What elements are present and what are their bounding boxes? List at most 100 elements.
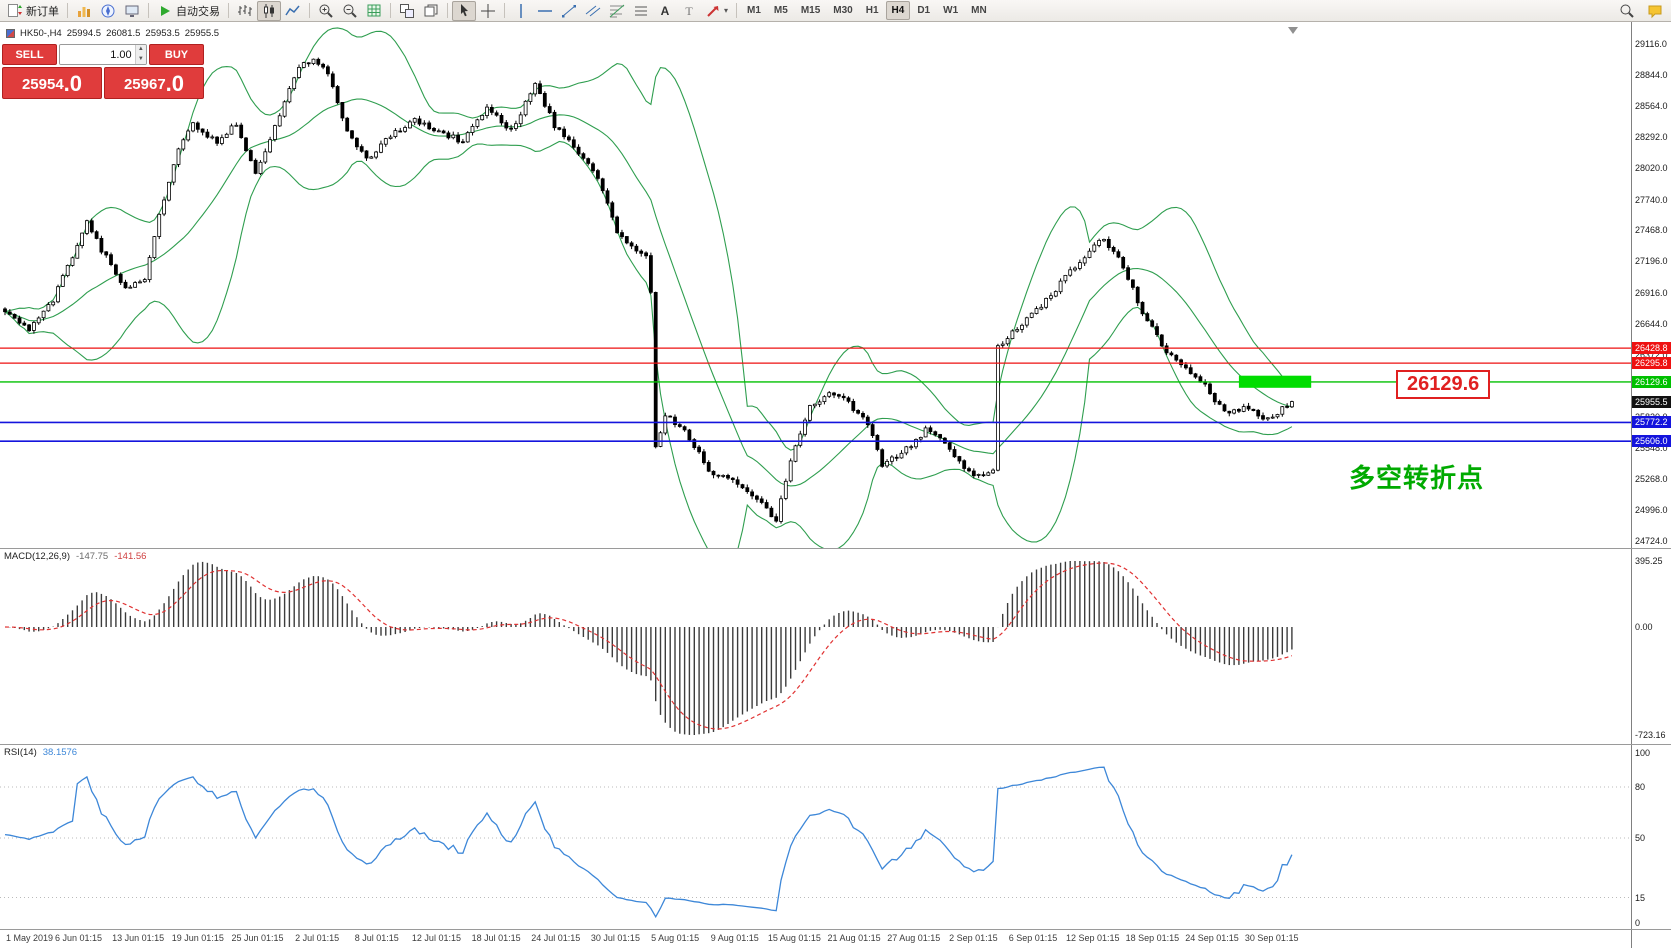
time-axis-label: 24 Sep 01:15 — [1185, 933, 1239, 943]
rsi-value: 38.1576 — [42, 747, 78, 758]
symbol-name: HK50-,H4 — [20, 28, 62, 39]
bar-chart-button[interactable] — [233, 1, 257, 21]
axis-price-label: 24996.0 — [1635, 505, 1668, 516]
autotrading-button[interactable]: 自动交易 — [153, 1, 224, 21]
axis-price-label: -723.16 — [1635, 730, 1666, 740]
market-watch-button[interactable] — [72, 1, 96, 21]
time-axis-label: 12 Jul 01:15 — [411, 933, 461, 943]
axis-price-label: 15 — [1635, 892, 1646, 903]
time-axis[interactable]: 1 May 2019 6 Jun 01:15 13 Jun 01:15 19 Jun … — [0, 930, 1631, 948]
symbol-ohlc-header: HK50-,H4 25994.5 26081.5 25953.5 25955.5 — [6, 28, 219, 39]
time-axis-label: 2 Sep 01:15 — [949, 933, 998, 943]
line-chart-button[interactable] — [281, 1, 305, 21]
panel-separator[interactable] — [0, 744, 1671, 745]
candlestick-chart-icon — [261, 3, 277, 19]
macd-signal-value: -141.56 — [114, 551, 147, 562]
axis-price-label: 100 — [1635, 748, 1651, 758]
trendline-button[interactable] — [557, 1, 581, 21]
text-label-button[interactable]: T — [677, 1, 701, 21]
timeframe-button-h4[interactable]: H4 — [885, 1, 911, 20]
rsi-panel[interactable] — [0, 745, 1631, 929]
axis-price-label: 27468.0 — [1635, 225, 1668, 236]
svg-text:A: A — [661, 4, 670, 18]
time-axis-label: 18 Sep 01:15 — [1125, 933, 1180, 943]
search-button[interactable] — [1615, 1, 1639, 21]
buy-button[interactable]: BUY — [149, 44, 204, 65]
time-axis-label: 12 Sep 01:15 — [1065, 933, 1120, 943]
vertical-line-icon — [513, 3, 529, 19]
time-axis-label: 2 Jul 01:15 — [295, 933, 340, 943]
timeframe-button-d1[interactable]: D1 — [917, 5, 931, 16]
crosshair-button[interactable] — [476, 1, 500, 21]
time-axis-label: 15 Aug 01:15 — [767, 933, 821, 943]
terminal-button[interactable] — [120, 1, 144, 21]
tile-windows-button[interactable] — [395, 1, 419, 21]
horizontal-line-button[interactable] — [533, 1, 557, 21]
navigator-button[interactable] — [96, 1, 120, 21]
vertical-line-button[interactable] — [509, 1, 533, 21]
terminal-icon — [124, 3, 140, 19]
zoom-in-button[interactable] — [314, 1, 338, 21]
time-axis-label: 19 Jun 01:15 — [171, 933, 224, 943]
macd-panel[interactable] — [0, 549, 1631, 744]
timeframe-button-h1[interactable]: H1 — [865, 5, 879, 16]
autotrading-label: 自动交易 — [176, 5, 220, 18]
price-axis[interactable]: 29116.0 28844.0 28564.0 28292.0 28020.0 27740… — [1631, 22, 1671, 948]
sell-price-button[interactable]: 25954 .0 — [2, 67, 102, 99]
volume-down-button[interactable]: ▼ — [135, 54, 146, 64]
panel-separator[interactable] — [0, 548, 1671, 549]
candlestick-chart-button[interactable] — [257, 0, 281, 21]
sell-button[interactable]: SELL — [2, 44, 57, 65]
buy-price: 25967 — [123, 76, 166, 93]
text-icon: A — [657, 3, 673, 19]
ohlc-high: 26081.5 — [106, 28, 141, 39]
buy-price-button[interactable]: 25967 .0 — [104, 67, 204, 99]
objects-list-button[interactable] — [629, 1, 653, 21]
rsi-header: RSI(14) 38.1576 — [4, 747, 77, 758]
channel-icon — [585, 3, 601, 19]
turning-point-annotation[interactable]: 多空转折点 — [1349, 463, 1485, 493]
tile-windows-icon — [399, 3, 415, 19]
timeframe-button-m1[interactable]: M1 — [747, 5, 761, 16]
zoom-out-button[interactable] — [338, 1, 362, 21]
volume-up-button[interactable]: ▲ — [135, 45, 146, 55]
chat-bubble-icon — [1647, 3, 1663, 19]
time-axis-label: 6 Jun 01:15 — [54, 933, 103, 943]
price-callout-label[interactable]: 26129.6 — [1396, 370, 1491, 399]
axis-price-label: 25268.0 — [1635, 474, 1668, 485]
volume-input[interactable] — [60, 45, 135, 64]
ohlc-close: 25955.5 — [184, 28, 220, 39]
macd-header: MACD(12,26,9) -147.75 -141.56 — [4, 551, 146, 562]
timeframe-button-m15[interactable]: M15 — [800, 5, 821, 16]
timeframe-button-w1[interactable]: W1 — [943, 5, 959, 16]
main-chart-panel[interactable] — [0, 22, 1631, 548]
community-button[interactable] — [1643, 1, 1667, 21]
text-button[interactable]: A — [653, 1, 677, 21]
new-order-button[interactable]: 新订单 — [3, 1, 63, 21]
timeframe-button-m5[interactable]: M5 — [773, 5, 788, 16]
cursor-button[interactable] — [452, 0, 476, 21]
channel-button[interactable] — [581, 1, 605, 21]
timeframe-button-m30[interactable]: M30 — [833, 5, 853, 16]
autotrading-icon — [157, 3, 173, 19]
sell-price: 25954 — [21, 76, 64, 93]
fibonacci-button[interactable] — [605, 1, 629, 21]
axis-price-label: 24724.0 — [1635, 536, 1668, 546]
crosshair-icon — [480, 3, 496, 19]
time-axis-label: 24 Jul 01:15 — [531, 933, 581, 943]
market-watch-icon — [76, 3, 92, 19]
timeframe-button-mn[interactable]: MN — [971, 5, 987, 16]
axis-price-label: 28292.0 — [1635, 132, 1668, 143]
axis-price-label: 395.25 — [1635, 556, 1663, 566]
cascade-windows-button[interactable] — [419, 1, 443, 21]
objects-list-icon — [633, 3, 649, 19]
arrows-button[interactable]: ▾ — [701, 1, 732, 21]
price-tag: 25772.2 — [1632, 416, 1671, 429]
axis-price-label: 0.00 — [1635, 622, 1653, 632]
time-axis-label: 27 Aug 01:15 — [887, 933, 941, 943]
trendline-icon — [561, 3, 577, 19]
arrows-icon — [705, 3, 721, 19]
indicators-button[interactable] — [362, 1, 386, 21]
time-axis-label: 30 Sep 01:15 — [1244, 933, 1299, 943]
chart-shift-marker-icon — [1288, 27, 1298, 34]
